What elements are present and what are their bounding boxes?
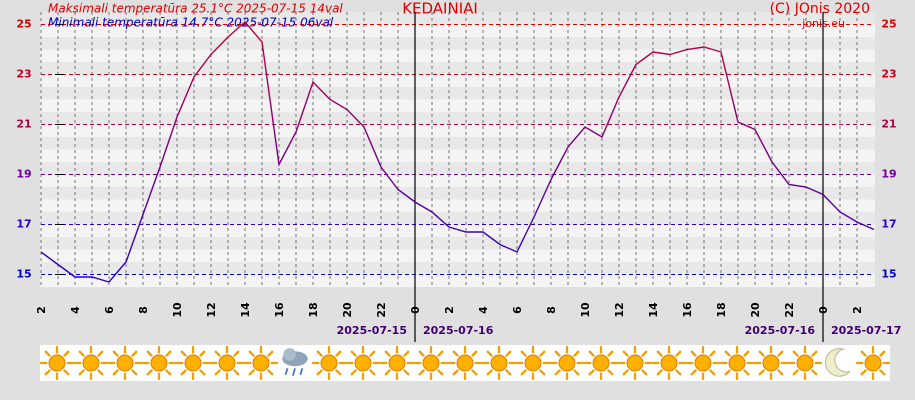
x-tick-label: 6 [511, 306, 524, 314]
x-tick-label: 22 [783, 302, 796, 317]
x-tick-label: 18 [307, 302, 320, 317]
x-tick-label: 4 [69, 306, 82, 314]
x-tick-label: 2 [35, 306, 48, 314]
x-tick-label: 22 [375, 302, 388, 317]
weather-icon [788, 346, 822, 380]
date-label: 2025-07-17 [831, 324, 901, 337]
weather-icon [618, 346, 652, 380]
weather-icon [856, 346, 890, 380]
weather-icon [448, 346, 482, 380]
x-tick-label: 2 [851, 306, 864, 314]
stripe [40, 124, 875, 137]
stripe [40, 249, 875, 262]
stripe [40, 149, 875, 162]
x-tick-label: 12 [205, 302, 218, 317]
x-tick-label: 14 [239, 302, 252, 318]
weather-icon [108, 346, 142, 380]
date-label: 2025-07-16 [423, 324, 494, 337]
min-subtitle: Minimali temperatūra 14.7°C 2025-07-15 0… [48, 16, 334, 30]
y-tick-label-right: 25 [881, 18, 896, 31]
y-tick-label-right: 23 [881, 68, 896, 81]
y-tick-label: 23 [16, 68, 31, 81]
weather-icon [720, 346, 754, 380]
weather-icon [482, 346, 516, 380]
weather-icon [652, 346, 686, 380]
y-tick-label-right: 17 [881, 218, 896, 231]
x-tick-label: 20 [749, 302, 762, 318]
weather-icon [346, 346, 380, 380]
copyright: (C) JOnis 2020 [770, 1, 870, 17]
stripe [40, 274, 875, 287]
y-tick-label: 15 [16, 268, 31, 281]
weather-icon [550, 346, 584, 380]
max-subtitle: Maksimali temperatūra 25.1°C 2025-07-15 … [48, 2, 343, 16]
weather-icon [312, 346, 346, 380]
x-tick-label: 16 [681, 302, 694, 318]
weather-icon [686, 346, 720, 380]
weather-icon [414, 346, 448, 380]
y-tick-label: 21 [16, 118, 31, 131]
x-tick-label: 16 [273, 302, 286, 318]
y-tick-label: 25 [16, 18, 31, 31]
stripe [40, 224, 875, 237]
x-tick-label: 8 [545, 306, 558, 314]
weather-icon [380, 346, 414, 380]
x-tick-label: 8 [137, 306, 150, 314]
stripe [40, 174, 875, 187]
temperature-line [40, 21, 875, 283]
date-label: 2025-07-15 [337, 324, 407, 337]
y-tick-label-right: 21 [881, 118, 896, 131]
stripe [40, 49, 875, 62]
weather-icon [210, 346, 244, 380]
stripe [40, 99, 875, 112]
x-tick-label: 10 [579, 302, 592, 318]
x-tick-label: 12 [613, 302, 626, 317]
weather-icon [244, 346, 278, 380]
x-tick-label: 14 [647, 302, 660, 318]
stripe [40, 24, 875, 37]
weather-icon [516, 346, 550, 380]
weather-icon [176, 346, 210, 380]
x-tick-label: 20 [341, 302, 354, 318]
x-tick-label: 6 [103, 306, 116, 314]
weather-icon [40, 346, 74, 380]
weather-icon [74, 346, 108, 380]
x-tick-label: 4 [477, 306, 490, 314]
y-tick-label: 19 [16, 168, 31, 181]
y-tick-label: 17 [16, 218, 31, 231]
x-tick-label: 10 [171, 302, 184, 318]
stripe [40, 199, 875, 212]
chart-title: KEDAINIAI [402, 0, 478, 18]
date-label: 2025-07-16 [745, 324, 816, 337]
weather-icon [584, 346, 618, 380]
x-tick-label: 2 [443, 306, 456, 314]
stripe [40, 74, 875, 87]
y-tick-label-right: 19 [881, 168, 896, 181]
weather-icon [754, 346, 788, 380]
x-tick-label: 18 [715, 302, 728, 317]
weather-icon [142, 346, 176, 380]
y-tick-label-right: 15 [881, 268, 896, 281]
